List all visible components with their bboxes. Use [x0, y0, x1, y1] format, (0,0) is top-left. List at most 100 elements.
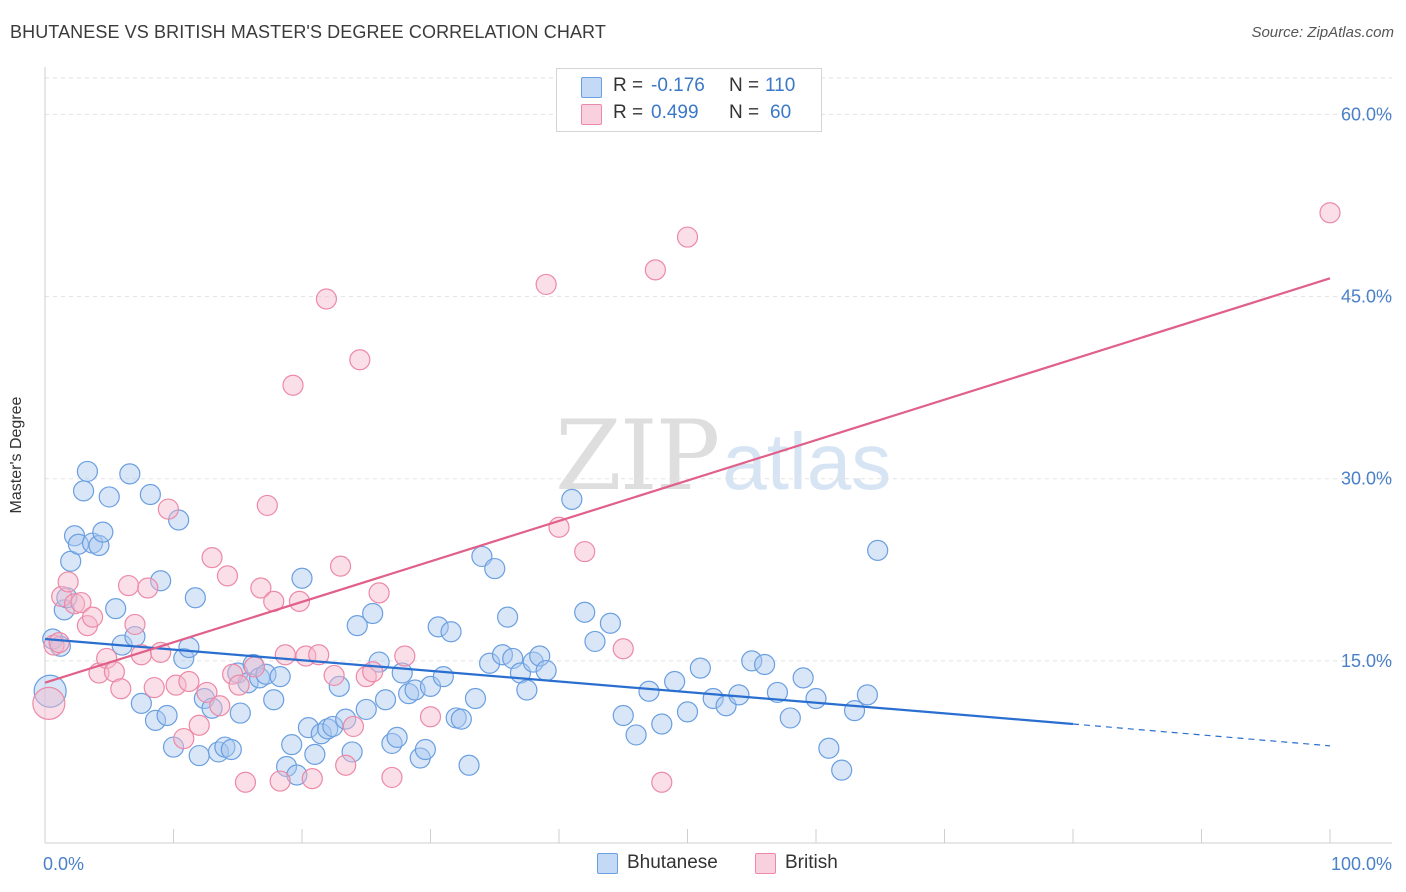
data-point-bhutanese: [335, 708, 357, 730]
data-point-bhutanese: [440, 621, 462, 643]
data-point-bhutanese: [139, 483, 161, 506]
data-point-bhutanese: [220, 738, 242, 761]
correlation-legend: R = -0.176 N = 110 R = 0.499 N = 60: [556, 68, 822, 132]
data-point-bhutanese: [561, 488, 583, 510]
data-point-british: [137, 577, 159, 599]
data-point-bhutanese: [651, 713, 673, 735]
data-point-bhutanese: [867, 539, 889, 561]
data-point-british: [250, 577, 272, 599]
data-point-bhutanese: [450, 708, 472, 730]
data-point-british: [301, 768, 323, 790]
data-point-bhutanese: [184, 587, 206, 609]
data-point-british: [178, 670, 200, 693]
watermark-zip: ZIP: [555, 400, 720, 512]
data-point-bhutanese: [72, 480, 95, 502]
data-point-bhutanese: [150, 570, 172, 592]
legend-swatch-british: [755, 853, 776, 874]
data-point-british: [368, 582, 390, 604]
trend-line-bhutanese: [44, 637, 1074, 726]
data-point-british: [48, 632, 70, 654]
legend-r-label: R =: [613, 75, 644, 96]
data-point-bhutanese: [471, 545, 493, 568]
data-point-bhutanese: [766, 681, 789, 704]
data-point-bhutanese: [188, 744, 210, 767]
trend-line-extension-bhutanese: [1072, 723, 1331, 747]
data-point-bhutanese: [497, 606, 519, 628]
data-point-bhutanese: [173, 647, 195, 670]
data-point-british: [323, 664, 345, 687]
data-point-british: [335, 754, 357, 776]
data-point-bhutanese: [414, 738, 436, 761]
data-point-bhutanese: [281, 734, 303, 756]
data-point-bhutanese: [76, 460, 99, 483]
series-british-points: [32, 202, 1341, 793]
y-axis-label: Master's Degree: [8, 396, 25, 514]
data-point-bhutanese: [346, 615, 368, 637]
data-point-british: [216, 565, 239, 587]
data-point-british: [96, 647, 118, 670]
data-point-bhutanese: [92, 521, 114, 543]
y-tick-label: 60.0%: [1341, 104, 1392, 124]
data-point-british: [201, 547, 223, 569]
legend-swatch-british: [581, 104, 602, 125]
y-tick-label: 45.0%: [1341, 287, 1392, 307]
data-point-british: [157, 498, 179, 520]
trend-lines: [44, 277, 1331, 747]
data-point-british: [269, 770, 291, 792]
data-point-british: [81, 606, 104, 628]
data-point-bhutanese: [792, 667, 814, 689]
data-point-bhutanese: [156, 704, 178, 727]
legend-swatch-bhutanese: [597, 853, 618, 874]
data-point-british: [209, 695, 231, 717]
data-point-bhutanese: [98, 486, 120, 508]
data-point-british: [274, 644, 296, 666]
grid-lines: [45, 77, 1392, 662]
data-point-british: [165, 674, 187, 696]
data-point-british: [308, 644, 330, 666]
trend-line-british: [44, 277, 1331, 684]
y-tick-label: 30.0%: [1341, 469, 1392, 489]
data-point-british: [342, 715, 364, 738]
data-point-british: [288, 590, 311, 612]
x-tick-label: 0.0%: [43, 854, 84, 874]
data-point-british: [117, 574, 140, 597]
data-point-british: [57, 571, 79, 593]
data-point-british: [234, 771, 257, 793]
legend-r-value: 0.499: [651, 102, 699, 123]
data-point-bhutanese: [599, 612, 622, 634]
data-point-bhutanese: [779, 707, 801, 729]
data-point-british: [173, 727, 195, 750]
data-point-british: [110, 678, 132, 700]
data-point-british: [574, 540, 596, 563]
data-point-bhutanese: [432, 666, 454, 688]
data-point-bhutanese: [297, 717, 320, 739]
data-point-british: [329, 555, 352, 577]
data-point-british: [143, 676, 165, 699]
data-point-bhutanese: [464, 687, 487, 710]
data-point-british: [612, 638, 634, 660]
data-point-bhutanese: [856, 684, 879, 706]
data-point-british: [70, 591, 92, 614]
data-point-bhutanese: [291, 567, 313, 589]
data-point-british: [188, 714, 210, 736]
data-point-bhutanese: [574, 601, 596, 623]
data-point-bhutanese: [386, 726, 408, 748]
legend-label-bhutanese: Bhutanese: [627, 852, 718, 873]
series-legend: Bhutanese British: [0, 851, 1406, 877]
data-point-bhutanese: [689, 657, 711, 679]
data-point-bhutanese: [638, 680, 660, 702]
tick-labels: 15.0% 30.0% 45.0% 60.0% 0.0% 100.0%: [43, 104, 1392, 874]
legend-n-value: 110: [765, 75, 796, 96]
data-point-bhutanese: [144, 709, 167, 731]
data-point-british: [394, 645, 416, 667]
data-point-bhutanese: [88, 534, 110, 557]
data-point-bhutanese: [818, 737, 840, 759]
data-point-bhutanese: [248, 667, 271, 689]
data-point-bhutanese: [753, 653, 776, 676]
data-point-bhutanese: [374, 689, 397, 711]
data-point-bhutanese: [805, 687, 827, 710]
data-point-british: [256, 494, 278, 517]
data-point-bhutanese: [119, 463, 141, 485]
data-point-bhutanese: [304, 743, 326, 765]
